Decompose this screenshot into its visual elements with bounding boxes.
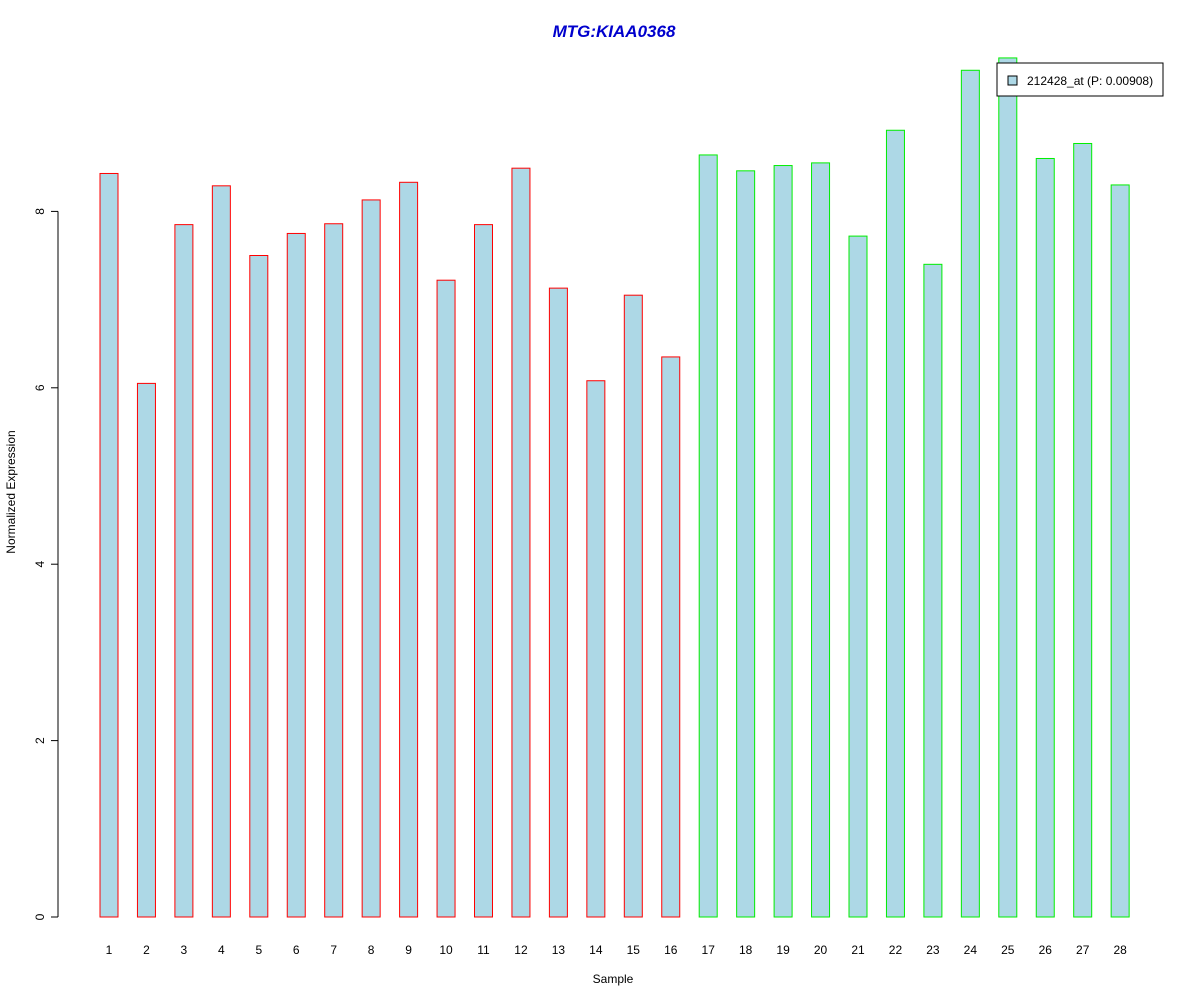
bar <box>399 181 419 918</box>
y-axis: 0 2 4 6 8 <box>33 208 59 920</box>
x-tick-label: 1 <box>106 943 113 957</box>
x-tick-label: 4 <box>218 943 225 957</box>
x-tick-label: 15 <box>627 943 641 957</box>
x-tick-label: 14 <box>589 943 603 957</box>
bars-group <box>99 57 1130 918</box>
y-tick-label: 6 <box>33 384 47 391</box>
y-tick-label: 0 <box>33 913 47 920</box>
x-tick-label: 11 <box>477 943 490 957</box>
x-tick-label: 10 <box>439 943 453 957</box>
bar <box>623 294 643 918</box>
x-tick-label: 18 <box>739 943 753 957</box>
chart-title: MTG:KIAA0368 <box>553 22 676 41</box>
bar <box>474 224 493 918</box>
bar <box>211 185 231 918</box>
x-tick-label: 27 <box>1076 943 1090 957</box>
bar <box>1073 142 1093 918</box>
x-tick-label: 20 <box>814 943 828 957</box>
x-tick-label: 22 <box>889 943 903 957</box>
x-axis-label: Sample <box>593 972 634 986</box>
bar <box>960 69 980 918</box>
bar <box>436 279 456 918</box>
bar <box>661 356 681 918</box>
x-tick-label: 5 <box>255 943 262 957</box>
bar <box>1110 184 1130 918</box>
x-tick-labels: 1 2 3 4 5 6 7 8 9 10 11 12 13 14 15 16 17 18 19 20 21 22 23 24 2… <box>106 943 1127 957</box>
bar <box>511 167 531 918</box>
x-tick-label: 16 <box>664 943 678 957</box>
legend-swatch <box>1007 75 1018 86</box>
legend: 212428_at (P: 0.00908) <box>996 62 1164 97</box>
bar <box>998 57 1018 918</box>
y-tick-label: 4 <box>33 561 47 568</box>
x-tick-label: 26 <box>1039 943 1053 957</box>
legend-box <box>996 62 1164 97</box>
bar <box>324 223 344 918</box>
bar <box>736 170 756 918</box>
x-tick-label: 25 <box>1001 943 1015 957</box>
bar <box>1035 157 1055 918</box>
x-tick-label: 7 <box>330 943 337 957</box>
bar <box>99 172 119 918</box>
bar <box>174 224 194 918</box>
x-tick-label: 23 <box>926 943 940 957</box>
bar <box>885 129 905 918</box>
x-tick-label: 17 <box>702 943 716 957</box>
bar <box>698 154 718 918</box>
x-tick-label: 21 <box>851 943 865 957</box>
legend-label: 212428_at (P: 0.00908) <box>1027 74 1153 88</box>
x-tick-label: 28 <box>1113 943 1127 957</box>
x-tick-label: 13 <box>552 943 566 957</box>
bar <box>136 382 156 918</box>
bar <box>249 255 269 918</box>
bar <box>361 199 381 918</box>
x-tick-label: 6 <box>293 943 300 957</box>
y-axis-label: Normalized Expression <box>4 430 18 553</box>
bar <box>586 380 606 918</box>
x-tick-label: 24 <box>964 943 978 957</box>
x-tick-label: 9 <box>405 943 412 957</box>
y-tick-label: 2 <box>33 737 47 744</box>
x-tick-label: 2 <box>143 943 150 957</box>
bar <box>286 232 306 918</box>
bar <box>848 235 868 918</box>
bar <box>811 162 831 918</box>
x-tick-label: 19 <box>776 943 790 957</box>
x-tick-label: 12 <box>514 943 528 957</box>
x-tick-label: 8 <box>368 943 375 957</box>
bar <box>923 263 943 918</box>
bar <box>548 287 568 918</box>
bar <box>773 165 793 918</box>
x-tick-label: 3 <box>181 943 188 957</box>
y-tick-label: 8 <box>33 208 47 215</box>
